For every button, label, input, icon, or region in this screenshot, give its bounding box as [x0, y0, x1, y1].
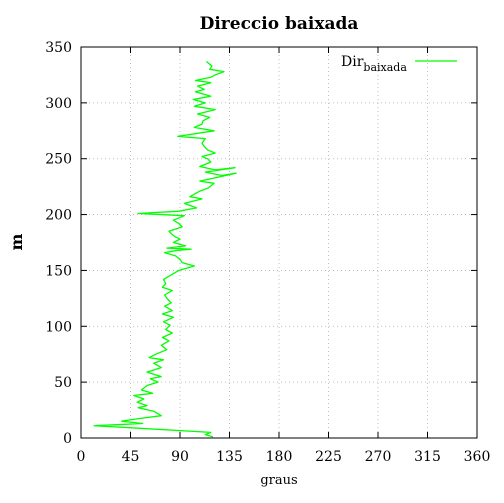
grid	[81, 47, 477, 438]
y-tick-label: 300	[45, 96, 72, 112]
x-tick-label: 45	[122, 449, 140, 465]
legend-series-name: Dir	[341, 54, 364, 70]
x-tick-label: 90	[171, 449, 189, 465]
y-tick-label: 100	[45, 319, 72, 335]
x-tick-label: 315	[414, 449, 441, 465]
series-layer	[93, 60, 237, 438]
legend-label: Dirbaixada	[341, 54, 407, 74]
y-axis-label: m	[7, 233, 26, 250]
x-tick-label: 135	[216, 449, 243, 465]
chart-title: Direccio baixada	[200, 14, 359, 34]
legend-series-subscript: baixada	[363, 61, 407, 74]
x-tick-label: 225	[315, 449, 342, 465]
legend: Dirbaixada	[341, 54, 457, 74]
y-tick-label: 350	[45, 40, 72, 56]
x-axis-label: graus	[260, 473, 297, 488]
x-tick-label: 360	[464, 449, 491, 465]
y-tick-label: 150	[45, 263, 72, 279]
x-tick-label: 0	[77, 449, 86, 465]
tick-labels: 0 45 90 135 180 225 270 315 360 0 50 100 150 200 250 30…	[45, 40, 490, 465]
series-line	[93, 60, 237, 438]
y-tick-label: 0	[63, 431, 72, 447]
y-tick-label: 50	[54, 375, 72, 391]
x-tick-label: 180	[266, 449, 293, 465]
plot-frame	[80, 46, 478, 439]
y-tick-label: 250	[45, 152, 72, 168]
x-tick-label: 270	[365, 449, 392, 465]
y-tick-label: 200	[45, 208, 72, 224]
